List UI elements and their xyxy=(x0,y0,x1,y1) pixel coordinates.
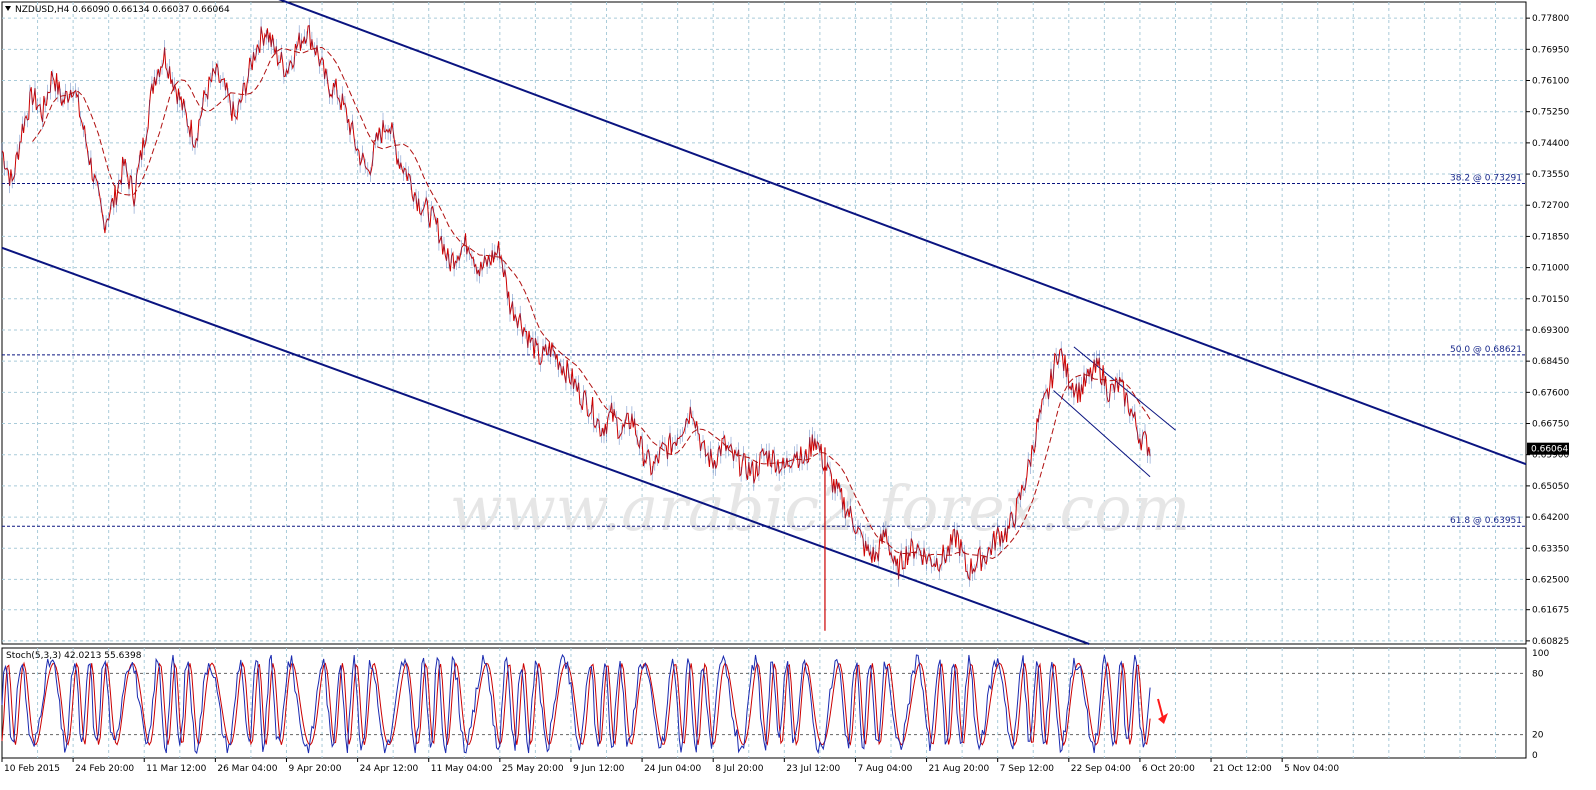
x-tick-label: 5 Nov 04:00 xyxy=(1284,764,1339,774)
price-series xyxy=(1,18,1151,631)
main-pane xyxy=(1,1,1527,645)
x-tick-label: 10 Feb 2015 xyxy=(4,764,60,774)
stoch-tick-label: 20 xyxy=(1532,731,1544,741)
stoch-signal-line xyxy=(1,661,1151,747)
x-tick-label: 24 Apr 12:00 xyxy=(360,764,419,774)
stoch-axis: 100 80 20 0 xyxy=(1532,649,1549,761)
x-tick-label: 8 Jul 20:00 xyxy=(715,764,764,774)
x-tick-label: 22 Sep 04:00 xyxy=(1071,764,1131,774)
x-tick-label: 9 Jun 12:00 xyxy=(573,764,625,774)
x-tick-label: 11 Mar 12:00 xyxy=(146,764,206,774)
y-tick-label: 0.64200 xyxy=(1532,513,1569,523)
y-tick-label: 0.70150 xyxy=(1532,295,1569,305)
y-tick-label: 0.69300 xyxy=(1532,326,1569,336)
x-tick-label: 11 May 04:00 xyxy=(431,764,493,774)
y-tick-label: 0.74400 xyxy=(1532,139,1569,149)
y-tick-label: 0.72700 xyxy=(1532,201,1569,211)
y-tick-label: 0.62500 xyxy=(1532,575,1569,585)
stoch-label: Stoch(5,3,3) 42.0213 55.6398 xyxy=(6,651,142,661)
y-tick-label: 0.76100 xyxy=(1532,77,1569,87)
fib-label: 50.0 @ 0.68621 xyxy=(1450,345,1522,355)
stoch-tick-label: 100 xyxy=(1532,649,1549,659)
time-axis: 10 Feb 2015 24 Feb 20:00 11 Mar 12:00 26 Ma… xyxy=(1,758,1339,774)
channel-lines xyxy=(1,0,1527,645)
moving-average xyxy=(32,46,1151,560)
x-tick-label: 21 Aug 20:00 xyxy=(929,764,990,774)
y-tick-label: 0.75250 xyxy=(1532,108,1569,118)
y-tick-label: 0.66750 xyxy=(1532,420,1569,430)
y-tick-label: 0.65050 xyxy=(1532,482,1569,492)
channel-line xyxy=(278,0,1527,466)
x-tick-label: 25 May 20:00 xyxy=(502,764,564,774)
stoch-main-line xyxy=(1,653,1151,755)
y-tick-label: 0.68450 xyxy=(1532,357,1569,367)
header-triangle-icon xyxy=(5,6,11,11)
x-tick-label: 9 Apr 20:00 xyxy=(288,764,341,774)
channel-line xyxy=(1,246,1090,645)
watermark: www.arabic2.forex.com xyxy=(450,472,1191,545)
y-tick-label: 0.73550 xyxy=(1532,170,1569,180)
x-tick-label: 24 Jun 04:00 xyxy=(644,764,701,774)
stoch-tick-label: 80 xyxy=(1532,669,1544,679)
fib-label: 38.2 @ 0.73291 xyxy=(1450,174,1522,184)
price-axis: 0.77800 0.76950 0.76100 0.75250 0.74400 0.735… xyxy=(1526,14,1569,647)
down-arrow-icon xyxy=(1157,698,1168,724)
stoch-grid xyxy=(2,648,1526,758)
x-tick-label: 26 Mar 04:00 xyxy=(217,764,277,774)
y-tick-label: 0.67600 xyxy=(1532,388,1569,398)
x-tick-label: 24 Feb 20:00 xyxy=(75,764,134,774)
current-price-marker: 0.66064 xyxy=(1527,442,1569,455)
fib-label: 61.8 @ 0.63951 xyxy=(1450,516,1522,526)
y-tick-label: 0.77800 xyxy=(1532,14,1569,24)
x-tick-label: 23 Jul 12:00 xyxy=(786,764,840,774)
y-tick-label: 0.63350 xyxy=(1532,544,1569,554)
x-tick-label: 6 Oct 20:00 xyxy=(1142,764,1195,774)
stoch-tick-label: 0 xyxy=(1532,751,1538,761)
chart-header: NZDUSD,H4 0.66090 0.66134 0.66037 0.6606… xyxy=(15,5,230,15)
y-tick-label: 0.71000 xyxy=(1532,264,1569,274)
x-tick-label: 21 Oct 12:00 xyxy=(1213,764,1272,774)
price-bars xyxy=(1,18,1151,587)
channel-line xyxy=(1053,390,1151,478)
x-tick-label: 7 Sep 12:00 xyxy=(1000,764,1055,774)
y-tick-label: 0.60825 xyxy=(1532,637,1569,647)
y-tick-label: 0.61675 xyxy=(1532,606,1569,616)
channel-line xyxy=(1073,346,1176,431)
y-tick-label: 0.65900 xyxy=(1532,451,1569,461)
ma-line xyxy=(32,46,1151,560)
x-tick-label: 7 Aug 04:00 xyxy=(857,764,912,774)
stochastic-lines xyxy=(1,653,1151,755)
y-tick-label: 0.76950 xyxy=(1532,45,1569,55)
y-tick-label: 0.71850 xyxy=(1532,232,1569,242)
svg-text:0.66064: 0.66064 xyxy=(1531,445,1568,455)
